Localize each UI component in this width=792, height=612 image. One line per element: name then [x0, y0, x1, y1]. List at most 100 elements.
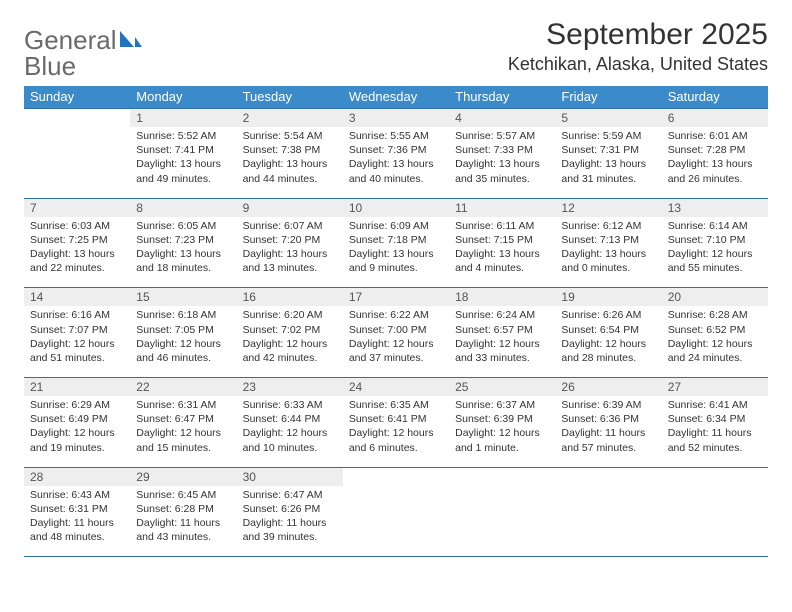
calendar-cell: 1Sunrise: 5:52 AMSunset: 7:41 PMDaylight… [130, 109, 236, 199]
daylight-line: Daylight: 13 hours [561, 247, 655, 261]
brand-text: General Blue [24, 28, 142, 80]
sunset-line: Sunset: 7:33 PM [455, 143, 549, 157]
daylight-line: and 19 minutes. [30, 441, 124, 455]
daylight-line: and 15 minutes. [136, 441, 230, 455]
calendar-cell: 4Sunrise: 5:57 AMSunset: 7:33 PMDaylight… [449, 109, 555, 199]
day-number: 22 [130, 378, 236, 396]
daylight-line: and 10 minutes. [243, 441, 337, 455]
day-details: Sunrise: 6:31 AMSunset: 6:47 PMDaylight:… [130, 396, 236, 467]
sunset-line: Sunset: 6:57 PM [455, 323, 549, 337]
day-details [449, 486, 555, 554]
day-number: 28 [24, 468, 130, 486]
daylight-line: Daylight: 12 hours [30, 426, 124, 440]
day-number: 21 [24, 378, 130, 396]
daylight-line: Daylight: 11 hours [136, 516, 230, 530]
sunset-line: Sunset: 6:54 PM [561, 323, 655, 337]
sunset-line: Sunset: 7:18 PM [349, 233, 443, 247]
sunrise-line: Sunrise: 5:55 AM [349, 129, 443, 143]
daylight-line: Daylight: 13 hours [243, 157, 337, 171]
sunset-line: Sunset: 7:36 PM [349, 143, 443, 157]
sunrise-line: Sunrise: 6:35 AM [349, 398, 443, 412]
weekday-header: Monday [130, 86, 236, 109]
day-details: Sunrise: 5:52 AMSunset: 7:41 PMDaylight:… [130, 127, 236, 198]
day-details: Sunrise: 6:35 AMSunset: 6:41 PMDaylight:… [343, 396, 449, 467]
daylight-line: and 37 minutes. [349, 351, 443, 365]
sunrise-line: Sunrise: 6:01 AM [668, 129, 762, 143]
day-details [343, 486, 449, 554]
daylight-line: and 39 minutes. [243, 530, 337, 544]
daylight-line: Daylight: 11 hours [243, 516, 337, 530]
calendar-cell: 23Sunrise: 6:33 AMSunset: 6:44 PMDayligh… [237, 378, 343, 468]
day-details: Sunrise: 6:11 AMSunset: 7:15 PMDaylight:… [449, 217, 555, 288]
sunrise-line: Sunrise: 6:24 AM [455, 308, 549, 322]
day-details [662, 486, 768, 554]
daylight-line: Daylight: 12 hours [136, 337, 230, 351]
daylight-line: Daylight: 12 hours [668, 337, 762, 351]
calendar-cell: 10Sunrise: 6:09 AMSunset: 7:18 PMDayligh… [343, 198, 449, 288]
calendar-cell: 24Sunrise: 6:35 AMSunset: 6:41 PMDayligh… [343, 378, 449, 468]
calendar-row: 14Sunrise: 6:16 AMSunset: 7:07 PMDayligh… [24, 288, 768, 378]
day-number: 29 [130, 468, 236, 486]
sunset-line: Sunset: 6:28 PM [136, 502, 230, 516]
daylight-line: and 51 minutes. [30, 351, 124, 365]
calendar-cell: 14Sunrise: 6:16 AMSunset: 7:07 PMDayligh… [24, 288, 130, 378]
day-number: 18 [449, 288, 555, 306]
daylight-line: and 9 minutes. [349, 261, 443, 275]
calendar-row: 21Sunrise: 6:29 AMSunset: 6:49 PMDayligh… [24, 378, 768, 468]
daylight-line: Daylight: 12 hours [349, 426, 443, 440]
daylight-line: and 44 minutes. [243, 172, 337, 186]
sunset-line: Sunset: 7:13 PM [561, 233, 655, 247]
day-details: Sunrise: 6:45 AMSunset: 6:28 PMDaylight:… [130, 486, 236, 557]
daylight-line: Daylight: 13 hours [30, 247, 124, 261]
daylight-line: Daylight: 13 hours [561, 157, 655, 171]
sunset-line: Sunset: 7:20 PM [243, 233, 337, 247]
calendar-cell: 21Sunrise: 6:29 AMSunset: 6:49 PMDayligh… [24, 378, 130, 468]
sunrise-line: Sunrise: 6:16 AM [30, 308, 124, 322]
calendar-cell: 16Sunrise: 6:20 AMSunset: 7:02 PMDayligh… [237, 288, 343, 378]
sunrise-line: Sunrise: 6:09 AM [349, 219, 443, 233]
day-number: 23 [237, 378, 343, 396]
day-details: Sunrise: 6:16 AMSunset: 7:07 PMDaylight:… [24, 306, 130, 377]
sunrise-line: Sunrise: 6:26 AM [561, 308, 655, 322]
day-details: Sunrise: 5:54 AMSunset: 7:38 PMDaylight:… [237, 127, 343, 198]
day-details: Sunrise: 6:26 AMSunset: 6:54 PMDaylight:… [555, 306, 661, 377]
calendar-cell: . [555, 467, 661, 557]
sunset-line: Sunset: 6:52 PM [668, 323, 762, 337]
weekday-header: Wednesday [343, 86, 449, 109]
sunrise-line: Sunrise: 6:47 AM [243, 488, 337, 502]
sunset-line: Sunset: 7:05 PM [136, 323, 230, 337]
sunrise-line: Sunrise: 6:18 AM [136, 308, 230, 322]
day-details: Sunrise: 5:59 AMSunset: 7:31 PMDaylight:… [555, 127, 661, 198]
day-details: Sunrise: 6:37 AMSunset: 6:39 PMDaylight:… [449, 396, 555, 467]
sunrise-line: Sunrise: 6:41 AM [668, 398, 762, 412]
daylight-line: Daylight: 12 hours [243, 426, 337, 440]
day-details: Sunrise: 6:28 AMSunset: 6:52 PMDaylight:… [662, 306, 768, 377]
page: General Blue September 2025 Ketchikan, A… [0, 0, 792, 569]
calendar-cell: 13Sunrise: 6:14 AMSunset: 7:10 PMDayligh… [662, 198, 768, 288]
day-number: 16 [237, 288, 343, 306]
sunrise-line: Sunrise: 6:11 AM [455, 219, 549, 233]
daylight-line: and 22 minutes. [30, 261, 124, 275]
day-details: Sunrise: 6:05 AMSunset: 7:23 PMDaylight:… [130, 217, 236, 288]
day-number: 26 [555, 378, 661, 396]
calendar-row: 28Sunrise: 6:43 AMSunset: 6:31 PMDayligh… [24, 467, 768, 557]
calendar-cell: 25Sunrise: 6:37 AMSunset: 6:39 PMDayligh… [449, 378, 555, 468]
daylight-line: Daylight: 13 hours [136, 247, 230, 261]
sunrise-line: Sunrise: 6:37 AM [455, 398, 549, 412]
day-number: 11 [449, 199, 555, 217]
daylight-line: Daylight: 12 hours [349, 337, 443, 351]
sunset-line: Sunset: 7:23 PM [136, 233, 230, 247]
day-details: Sunrise: 6:01 AMSunset: 7:28 PMDaylight:… [662, 127, 768, 198]
sunset-line: Sunset: 6:36 PM [561, 412, 655, 426]
sunset-line: Sunset: 6:47 PM [136, 412, 230, 426]
calendar-cell: . [662, 467, 768, 557]
daylight-line: and 33 minutes. [455, 351, 549, 365]
day-number: 12 [555, 199, 661, 217]
sunset-line: Sunset: 6:26 PM [243, 502, 337, 516]
day-details: Sunrise: 6:03 AMSunset: 7:25 PMDaylight:… [24, 217, 130, 288]
sunrise-line: Sunrise: 6:29 AM [30, 398, 124, 412]
sunset-line: Sunset: 7:02 PM [243, 323, 337, 337]
day-number: 20 [662, 288, 768, 306]
day-number: 19 [555, 288, 661, 306]
calendar-table: Sunday Monday Tuesday Wednesday Thursday… [24, 86, 768, 557]
